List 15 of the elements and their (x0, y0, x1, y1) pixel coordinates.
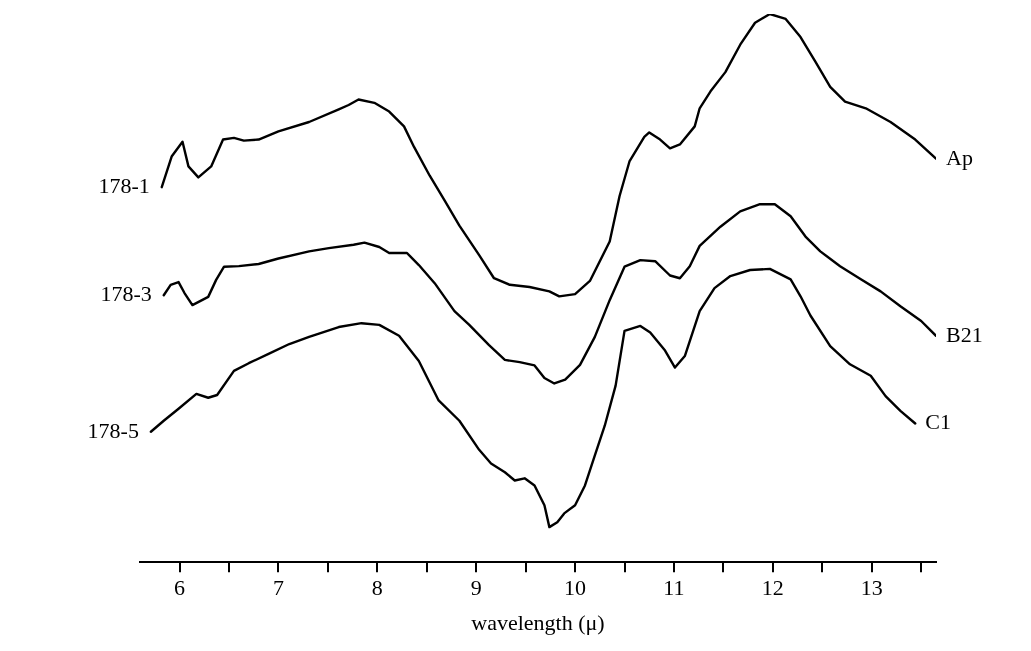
series-label: B21 (946, 321, 983, 347)
text: 178-5 (87, 417, 139, 443)
x-axis-title: wavelength (μ) (471, 609, 605, 635)
x-tick-label: 11 (663, 575, 685, 601)
x-tick-label: 8 (371, 575, 383, 601)
annotation: 178-3 (100, 281, 152, 307)
x-tick-label: 13 (860, 575, 883, 601)
x-tick-label: 7 (272, 575, 284, 601)
series-label: Ap (946, 144, 973, 170)
series-label: C1 (925, 409, 951, 435)
x-tick-label: 9 (470, 575, 482, 601)
annotation: 178-1 (98, 173, 150, 199)
x-tick-label: 6 (174, 575, 186, 601)
x-tick-label: 10 (564, 575, 587, 601)
x-tick-label: 12 (761, 575, 784, 601)
